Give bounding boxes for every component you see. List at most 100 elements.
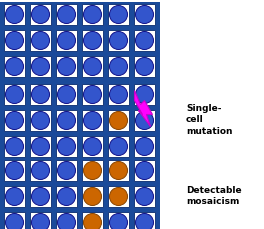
- Bar: [30, 84, 51, 105]
- Circle shape: [135, 57, 153, 76]
- Circle shape: [83, 188, 101, 205]
- Bar: [30, 30, 51, 51]
- Circle shape: [58, 32, 76, 49]
- Circle shape: [6, 213, 23, 229]
- Circle shape: [31, 5, 50, 24]
- Bar: [134, 84, 155, 105]
- Circle shape: [110, 32, 128, 49]
- Circle shape: [6, 137, 23, 155]
- Bar: [4, 84, 25, 105]
- Circle shape: [58, 213, 76, 229]
- Circle shape: [135, 5, 153, 24]
- Circle shape: [135, 188, 153, 205]
- Bar: [108, 212, 129, 229]
- Circle shape: [31, 188, 50, 205]
- Circle shape: [110, 188, 128, 205]
- Circle shape: [31, 112, 50, 130]
- Circle shape: [83, 32, 101, 49]
- Bar: [30, 160, 51, 181]
- Polygon shape: [134, 90, 153, 126]
- Circle shape: [58, 85, 76, 104]
- Bar: [134, 186, 155, 207]
- Circle shape: [6, 161, 23, 180]
- Circle shape: [110, 137, 128, 155]
- Circle shape: [6, 57, 23, 76]
- Bar: [4, 160, 25, 181]
- Bar: [56, 4, 77, 25]
- Circle shape: [58, 188, 76, 205]
- Bar: [4, 110, 25, 131]
- Bar: [4, 136, 25, 157]
- Bar: [56, 186, 77, 207]
- Circle shape: [135, 137, 153, 155]
- Circle shape: [31, 137, 50, 155]
- Bar: [82, 160, 103, 181]
- Circle shape: [6, 112, 23, 130]
- Bar: [82, 56, 103, 77]
- Circle shape: [83, 85, 101, 104]
- Bar: [134, 30, 155, 51]
- Bar: [134, 136, 155, 157]
- Circle shape: [31, 57, 50, 76]
- Text: Detectable
mosaicism: Detectable mosaicism: [186, 186, 242, 206]
- Circle shape: [83, 213, 101, 229]
- Bar: [30, 136, 51, 157]
- Circle shape: [110, 57, 128, 76]
- Bar: [0, 158, 160, 229]
- Circle shape: [6, 32, 23, 49]
- Circle shape: [135, 85, 153, 104]
- Bar: [56, 56, 77, 77]
- Bar: [30, 56, 51, 77]
- Circle shape: [31, 32, 50, 49]
- Bar: [30, 4, 51, 25]
- Bar: [4, 30, 25, 51]
- Circle shape: [6, 188, 23, 205]
- Bar: [56, 110, 77, 131]
- Circle shape: [31, 161, 50, 180]
- Bar: [108, 186, 129, 207]
- Circle shape: [58, 5, 76, 24]
- Bar: [108, 84, 129, 105]
- Bar: [0, 2, 160, 85]
- Bar: [30, 212, 51, 229]
- Circle shape: [83, 137, 101, 155]
- Bar: [82, 136, 103, 157]
- Circle shape: [110, 112, 128, 130]
- Circle shape: [135, 161, 153, 180]
- Circle shape: [31, 85, 50, 104]
- Circle shape: [83, 161, 101, 180]
- Circle shape: [110, 85, 128, 104]
- Bar: [134, 4, 155, 25]
- Bar: [108, 30, 129, 51]
- Bar: [56, 84, 77, 105]
- Circle shape: [110, 213, 128, 229]
- Bar: [4, 4, 25, 25]
- Bar: [108, 4, 129, 25]
- Bar: [134, 160, 155, 181]
- Bar: [82, 30, 103, 51]
- Bar: [82, 84, 103, 105]
- Bar: [56, 160, 77, 181]
- Bar: [0, 82, 160, 165]
- Bar: [30, 110, 51, 131]
- Bar: [134, 212, 155, 229]
- Circle shape: [31, 213, 50, 229]
- Bar: [82, 4, 103, 25]
- Bar: [4, 56, 25, 77]
- Bar: [56, 30, 77, 51]
- Bar: [82, 110, 103, 131]
- Bar: [4, 186, 25, 207]
- Bar: [4, 212, 25, 229]
- Circle shape: [58, 137, 76, 155]
- Circle shape: [6, 85, 23, 104]
- Circle shape: [58, 112, 76, 130]
- Bar: [108, 136, 129, 157]
- Circle shape: [135, 213, 153, 229]
- Circle shape: [58, 57, 76, 76]
- Bar: [108, 110, 129, 131]
- Bar: [108, 160, 129, 181]
- Circle shape: [83, 57, 101, 76]
- Circle shape: [6, 5, 23, 24]
- Bar: [134, 56, 155, 77]
- Circle shape: [135, 32, 153, 49]
